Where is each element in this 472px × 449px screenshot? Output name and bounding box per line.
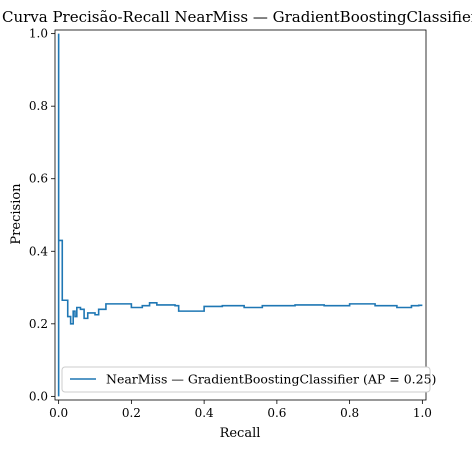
series-layer <box>57 33 423 397</box>
plot-frame <box>54 29 427 401</box>
x-axis-label: Recall <box>220 426 261 441</box>
pr-curve-line <box>57 33 423 397</box>
y-tick-label: 0.0 <box>29 389 48 403</box>
legend-entry: NearMiss — GradientBoostingClassifier (A… <box>106 372 436 387</box>
x-tick-label: 0.6 <box>267 406 286 420</box>
x-tick-label: 0.2 <box>122 406 141 420</box>
plot-area <box>54 29 427 401</box>
x-axis-ticks: 0.0 0.2 0.4 0.6 0.8 1.0 <box>49 400 432 420</box>
y-axis-ticks: 0.0 0.2 0.4 0.6 0.8 1.0 <box>29 27 55 403</box>
x-tick-label: 1.0 <box>413 406 432 420</box>
y-axis-label: Precision <box>9 183 24 245</box>
x-tick-label: 0.4 <box>195 406 214 420</box>
y-tick-label: 0.4 <box>29 244 48 258</box>
legend-box <box>61 366 431 393</box>
x-tick-label: 0.0 <box>49 406 68 420</box>
y-tick-label: 0.6 <box>29 172 48 186</box>
y-tick-label: 0.8 <box>29 99 48 113</box>
chart-title: Curva Precisão-Recall NearMiss — Gradien… <box>2 8 472 26</box>
y-tick-label: 1.0 <box>29 27 48 41</box>
y-tick-label: 0.2 <box>29 317 48 331</box>
x-tick-label: 0.8 <box>340 406 359 420</box>
legend: NearMiss — GradientBoostingClassifier (A… <box>61 366 436 393</box>
